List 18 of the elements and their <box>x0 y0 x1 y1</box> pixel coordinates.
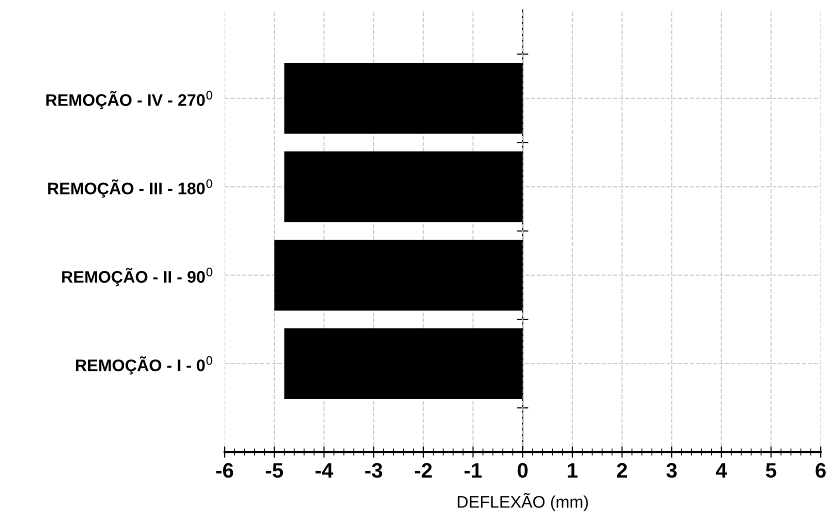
y-tick-label: REMOÇÃO - IV - 270$^{0}$ <box>46 90 212 110</box>
x-tick-label: -6 <box>216 463 234 478</box>
x-axis-title: DEFLEXÃO (mm) <box>458 492 588 512</box>
y-tick-label: REMOÇÃO - III - 180$^{0}$ <box>48 179 212 198</box>
x-tick-label: -4 <box>316 463 334 478</box>
x-tick-label: 3 <box>666 463 677 478</box>
x-tick-label: 0 <box>518 463 528 478</box>
y-tick-label: REMOÇÃO - II - 90$^{0}$ <box>62 268 212 286</box>
x-tick-label: 1 <box>568 463 578 478</box>
x-tick-label: -2 <box>414 463 432 478</box>
x-tick-label: 2 <box>616 463 627 478</box>
x-tick-label: 6 <box>816 463 826 478</box>
x-tick-label: -5 <box>266 463 284 478</box>
x-tick-label: 4 <box>716 463 728 478</box>
x-tick-label: -3 <box>365 463 382 478</box>
y-tick-label: REMOÇÃO - I - 0$^{0}$ <box>76 356 212 375</box>
x-tick-label: -1 <box>464 463 482 478</box>
x-tick-label: 5 <box>766 463 776 478</box>
